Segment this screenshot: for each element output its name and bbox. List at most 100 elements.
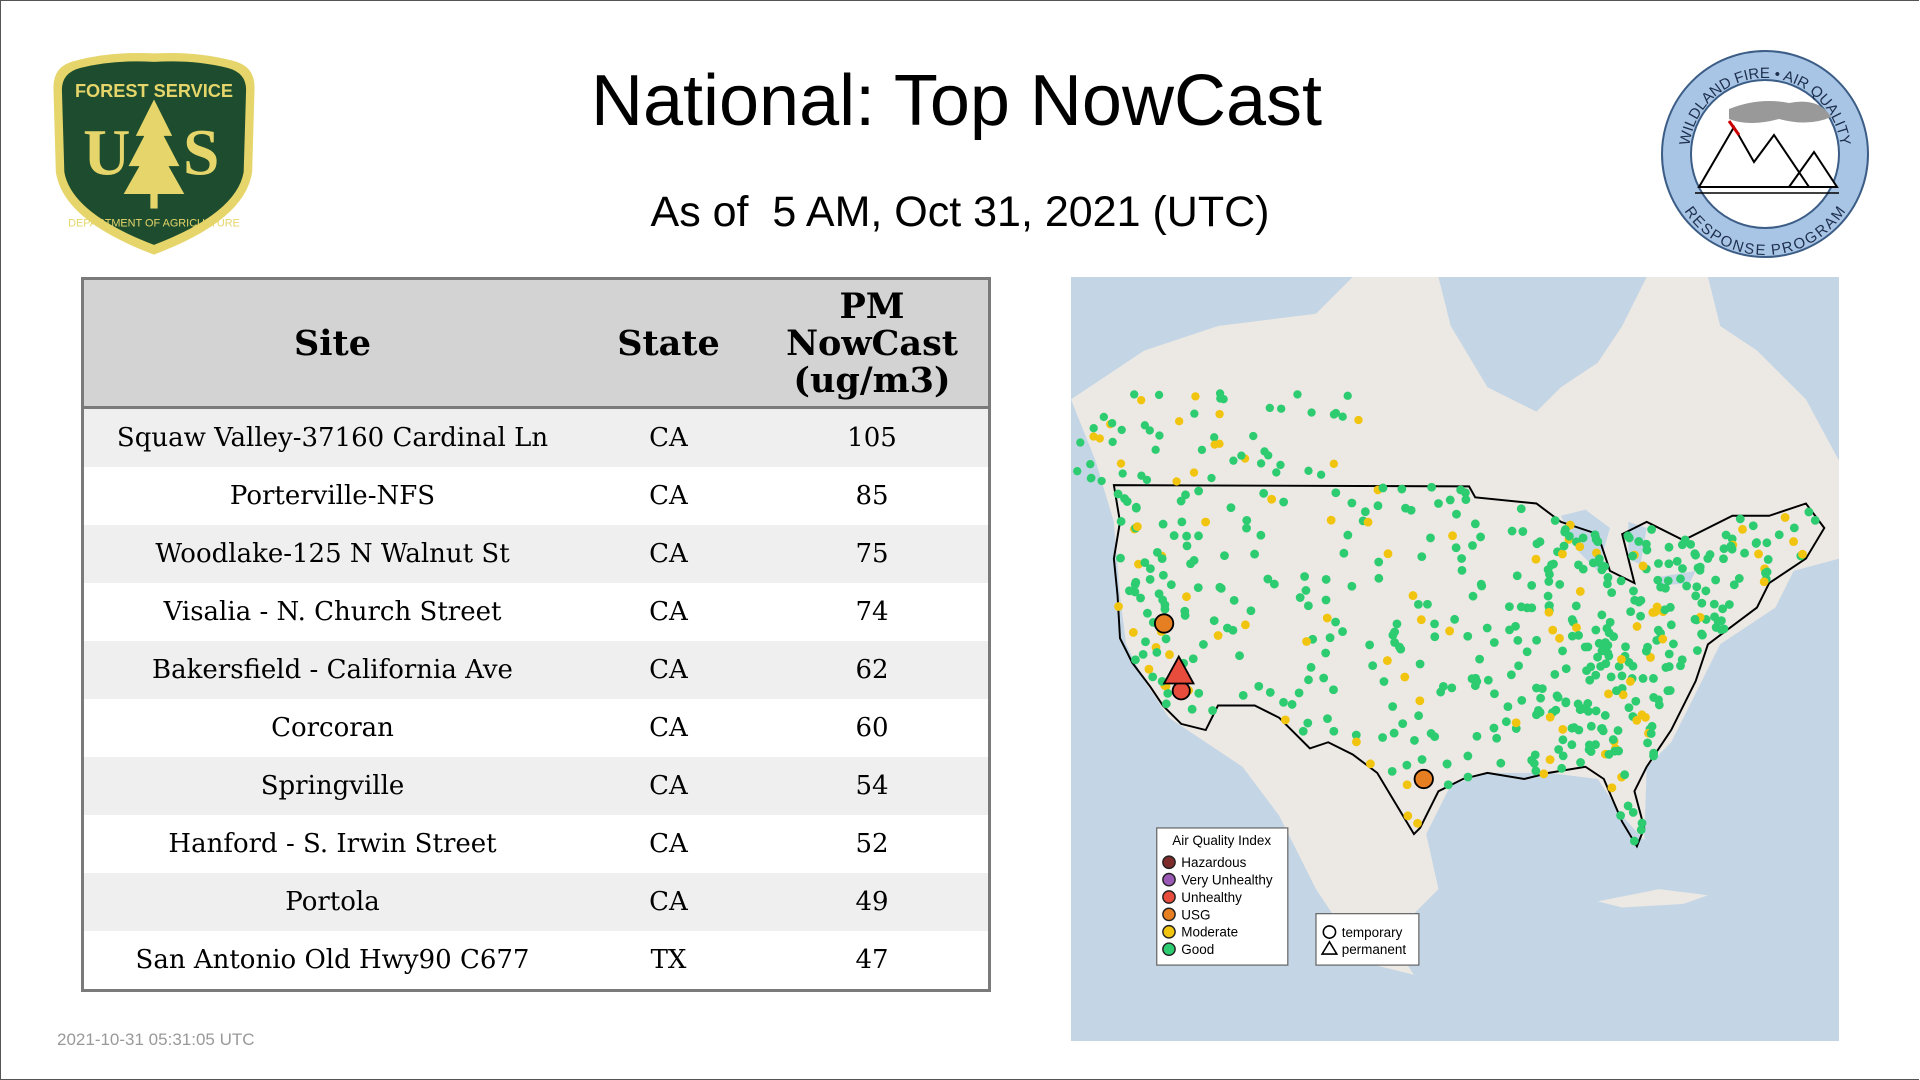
monitor-marker — [1649, 693, 1659, 702]
monitor-marker — [1470, 681, 1480, 691]
monitor-marker — [1182, 531, 1192, 541]
cell-site: Portola — [82, 873, 581, 931]
monitor-marker — [1246, 606, 1256, 616]
monitor-marker — [1649, 748, 1659, 758]
aqi-legend: Air Quality Index Hazardous Very Unhealthy… — [1156, 827, 1289, 966]
monitor-marker — [1632, 715, 1642, 725]
monitor-marker — [1503, 702, 1513, 712]
monitor-marker — [1228, 625, 1238, 635]
monitor-marker — [1532, 635, 1541, 645]
monitor-marker — [1620, 770, 1630, 780]
monitor-marker — [1155, 431, 1164, 440]
monitor-marker — [1201, 517, 1211, 527]
monitor-marker — [1647, 525, 1657, 534]
monitor-marker — [1476, 532, 1486, 542]
monitor-marker — [1617, 654, 1626, 664]
monitor-marker — [1492, 733, 1502, 743]
monitor-marker — [1604, 689, 1613, 699]
monitor-marker — [1354, 415, 1363, 425]
cell-state: CA — [581, 757, 756, 815]
monitor-marker — [1397, 484, 1407, 494]
monitor-marker — [1560, 525, 1570, 534]
monitor-marker — [1663, 686, 1673, 696]
forest-service-logo: FOREST SERVICE U S DEPARTMENT OF AGRICUL… — [53, 52, 255, 255]
monitor-marker — [1339, 548, 1349, 558]
monitor-marker — [1558, 735, 1568, 745]
monitor-marker — [1265, 688, 1275, 697]
cell-state: CA — [581, 641, 756, 699]
monitor-marker — [1157, 554, 1167, 564]
monitor-marker — [1522, 647, 1532, 657]
monitor-marker — [1550, 516, 1560, 525]
legend-label-very-unhealthy: Very Unhealthy — [1181, 873, 1273, 888]
monitor-marker — [1229, 456, 1238, 465]
aqi-legend-box — [1156, 827, 1289, 966]
monitor-marker — [1471, 673, 1480, 683]
monitor-marker — [1113, 489, 1123, 499]
monitor-marker — [1604, 651, 1614, 661]
monitor-marker — [1144, 664, 1154, 674]
monitor-marker — [1172, 477, 1181, 486]
monitor-marker — [1210, 433, 1219, 442]
monitor-marker — [1680, 535, 1690, 545]
monitor-marker — [1641, 646, 1651, 656]
monitor-marker — [1527, 581, 1537, 590]
monitor-marker — [1264, 451, 1273, 460]
monitor-marker — [1267, 494, 1277, 504]
monitor-marker — [1321, 595, 1331, 605]
column-header-nowcast: PM NowCast (ug/m3) — [756, 278, 990, 409]
monitor-marker — [1709, 599, 1719, 609]
monitor-marker — [1482, 623, 1492, 633]
monitor-marker — [1215, 409, 1224, 419]
monitor-marker — [1576, 758, 1585, 767]
monitor-marker — [1415, 659, 1425, 669]
monitor-marker — [1638, 561, 1648, 571]
monitor-marker — [1216, 394, 1225, 403]
monitor-marker — [1097, 476, 1106, 486]
monitor-marker — [1490, 689, 1499, 699]
monitor-marker — [1073, 467, 1082, 476]
monitor-marker — [1343, 391, 1352, 400]
monitor-marker — [1382, 656, 1392, 665]
monitor-marker — [1208, 706, 1218, 715]
monitor-marker — [1561, 698, 1571, 708]
monitor-marker — [1780, 513, 1790, 522]
monitor-marker — [1166, 580, 1176, 590]
cuba — [1597, 889, 1708, 908]
shape-label-temporary: temporary — [1342, 925, 1403, 940]
monitor-marker — [1430, 732, 1440, 742]
monitor-marker — [1789, 523, 1799, 533]
monitor-marker — [1177, 517, 1187, 527]
cell-value: 75 — [756, 525, 990, 583]
monitor-marker — [1697, 598, 1707, 608]
monitor-marker — [1165, 650, 1174, 659]
monitor-marker — [1690, 549, 1700, 559]
monitor-marker — [1550, 670, 1560, 679]
svg-text:DEPARTMENT OF AGRICULTURE: DEPARTMENT OF AGRICULTURE — [68, 218, 240, 230]
monitor-marker — [1734, 574, 1744, 583]
monitor-marker — [1300, 572, 1309, 581]
usg-temporary-marker — [1153, 613, 1175, 634]
aqi-map[interactable]: Air Quality Index Hazardous Very Unhealthy… — [1071, 277, 1839, 1041]
monitor-marker — [1107, 419, 1117, 428]
monitor-marker — [1727, 544, 1737, 554]
monitor-marker — [1265, 403, 1274, 413]
monitor-marker — [1614, 661, 1624, 671]
monitor-marker — [1269, 579, 1279, 589]
monitor-marker — [1605, 617, 1615, 627]
monitor-marker — [1130, 390, 1139, 399]
cell-value: 49 — [756, 873, 990, 931]
svg-text:FOREST SERVICE: FOREST SERVICE — [75, 81, 233, 101]
monitor-marker — [1554, 745, 1564, 754]
monitor-marker — [1445, 626, 1455, 636]
monitor-marker — [1263, 574, 1273, 584]
monitor-marker — [1189, 468, 1199, 477]
monitor-marker — [1463, 751, 1473, 761]
monitor-marker — [1626, 607, 1636, 617]
monitor-marker — [1456, 485, 1466, 495]
monitor-marker — [1557, 763, 1567, 773]
monitor-marker — [1329, 685, 1338, 695]
monitor-marker — [1148, 672, 1158, 682]
monitor-marker — [1598, 726, 1608, 736]
cell-value: 74 — [756, 583, 990, 641]
